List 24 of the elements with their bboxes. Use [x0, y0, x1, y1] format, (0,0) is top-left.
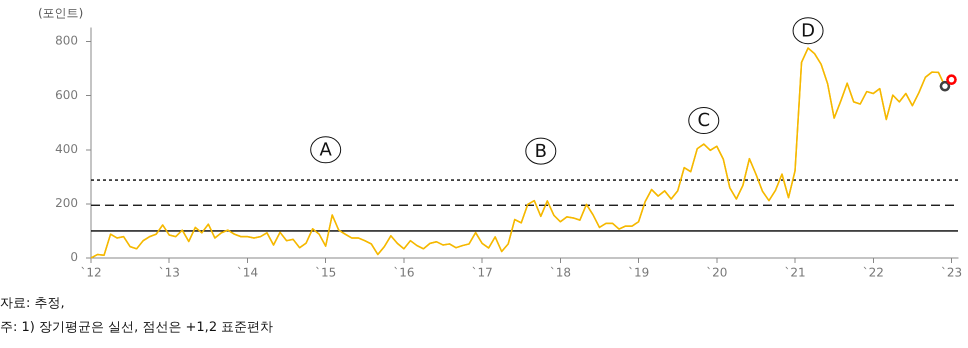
x-tick-label: `16	[393, 265, 415, 280]
y-tick-label: 600	[55, 88, 78, 102]
x-tick-label: `22	[862, 265, 884, 280]
x-tick-label: `14	[236, 265, 258, 280]
y-tick-label: 800	[55, 34, 78, 48]
text: 주: 1) 장기평균은 실선, 점선은 +1,2 표준편차	[0, 319, 274, 337]
text: 자료: 추정,	[0, 295, 66, 313]
x-tick-label: `18	[550, 265, 571, 280]
y-tick-label: 400	[55, 142, 78, 156]
x-tick-label: `15	[315, 265, 336, 280]
x-tick-label: `23	[940, 265, 962, 280]
y-tick-label: 0	[70, 250, 78, 264]
x-tick-label: `21	[784, 265, 806, 280]
x-tick-label: `12	[80, 265, 102, 280]
y-axis-title: (포인트)	[38, 6, 84, 20]
x-tick-label: `13	[158, 265, 180, 280]
annotation: C	[697, 110, 710, 132]
annotation: B	[534, 140, 547, 162]
x-tick-label: `17	[471, 265, 493, 280]
x-tick-label: `20	[706, 265, 728, 280]
x-tick-label: `19	[628, 265, 650, 280]
annotation: D	[801, 20, 816, 42]
y-tick-label: 200	[55, 196, 78, 210]
annotation: A	[320, 139, 333, 160]
